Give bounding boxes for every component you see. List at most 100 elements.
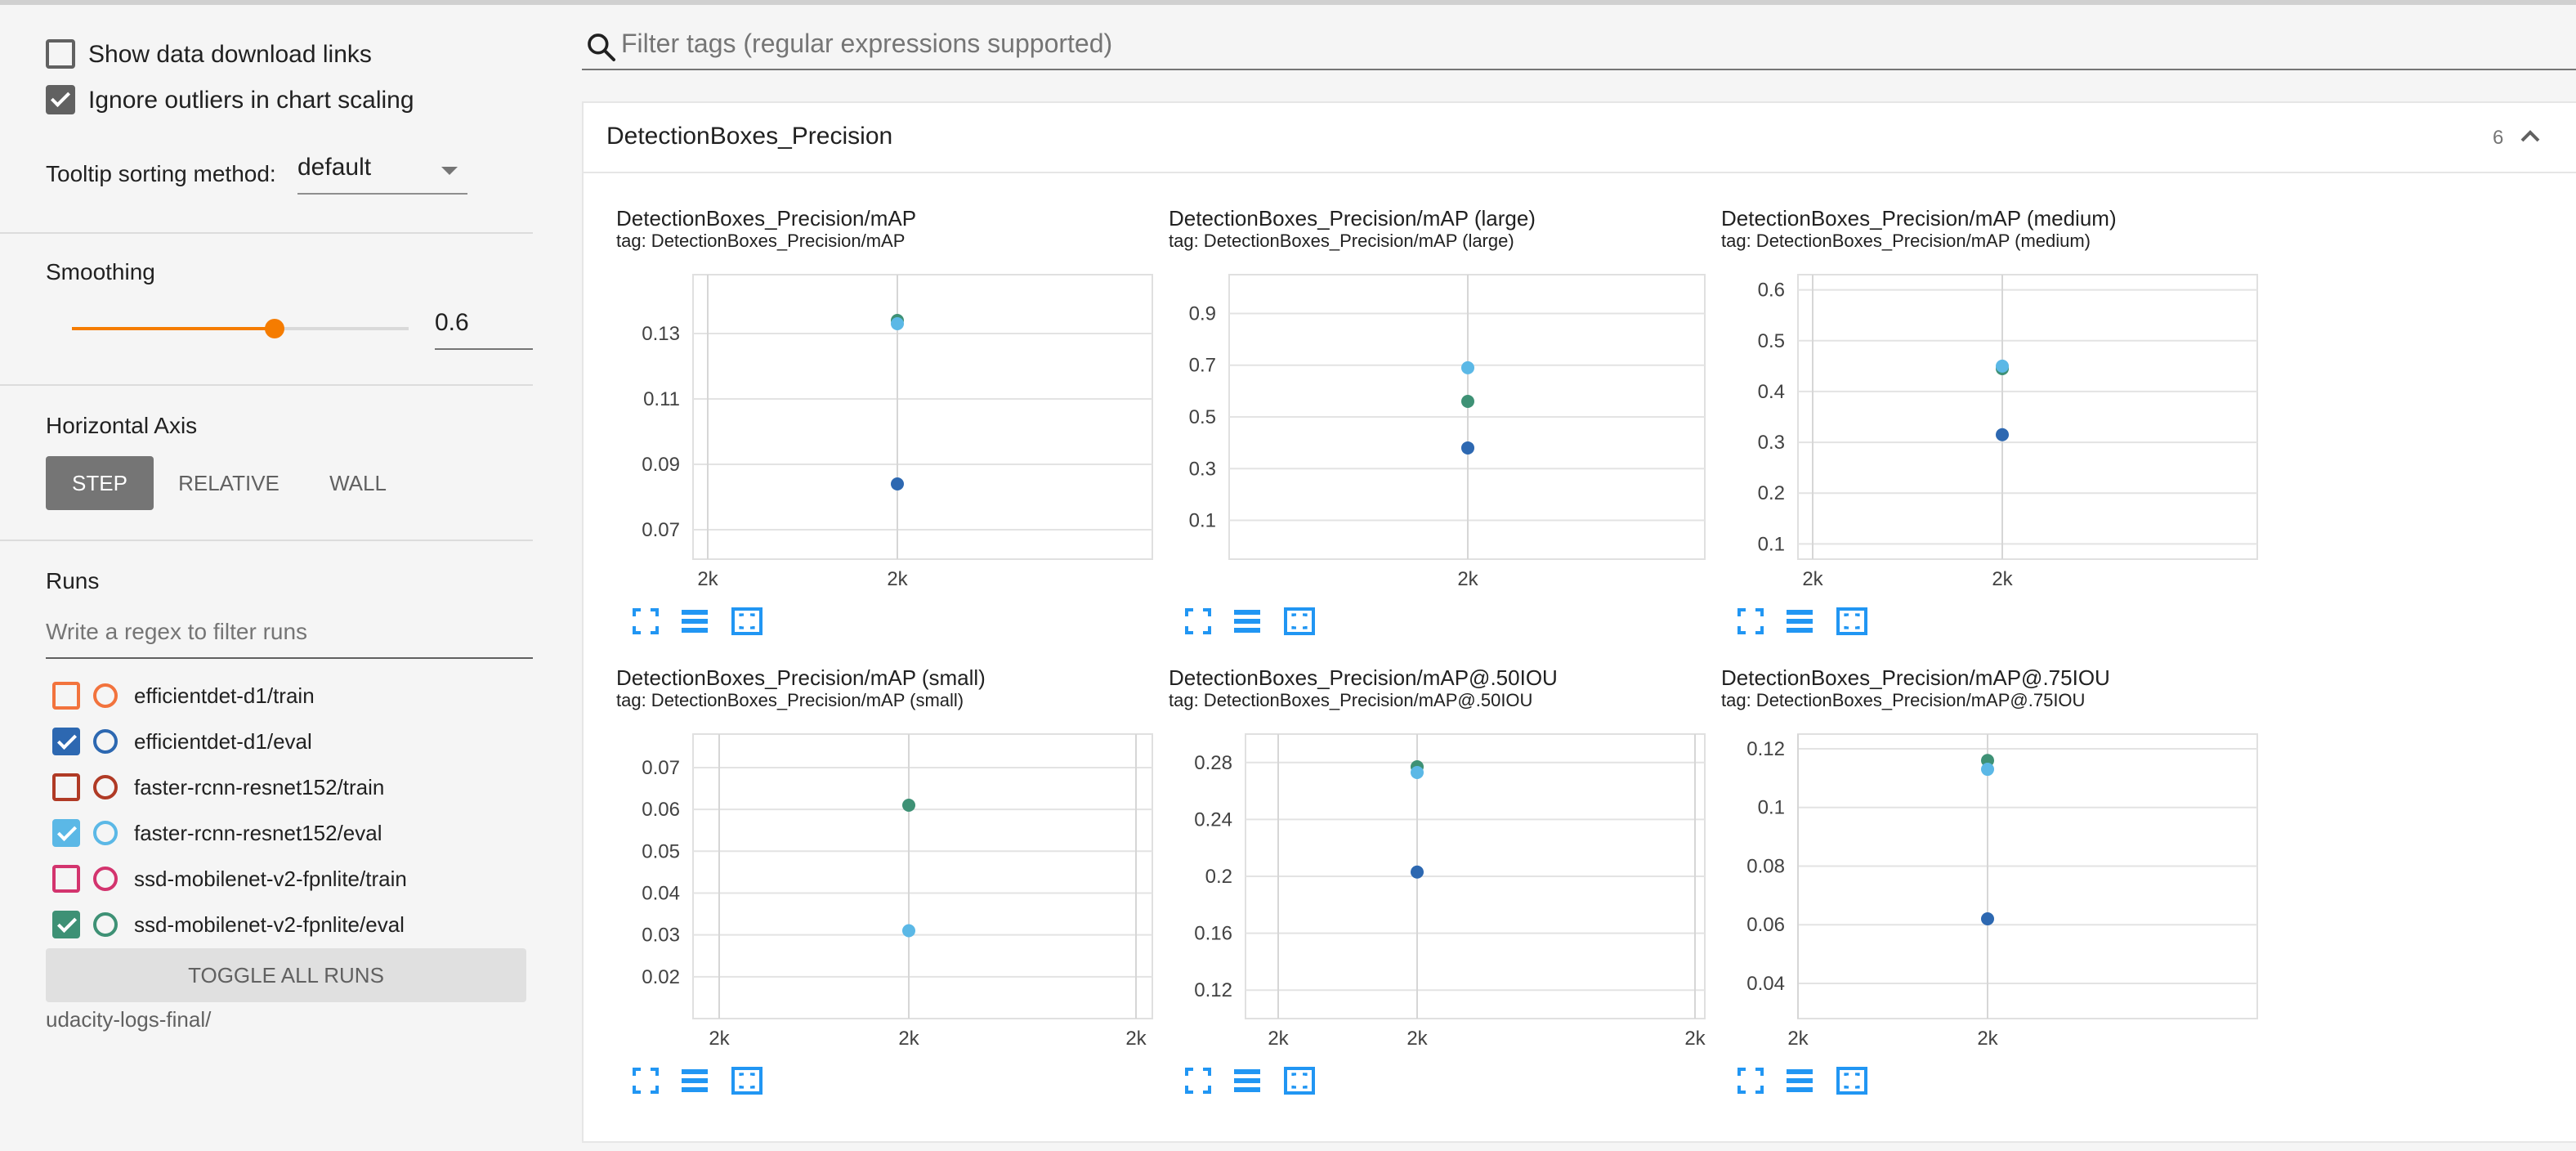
run-checkbox-checked-icon[interactable] xyxy=(52,910,80,938)
y-tick-label: 0.04 xyxy=(642,882,680,904)
axis-relative-button[interactable]: RELATIVE xyxy=(178,471,280,495)
y-tick-label: 0.03 xyxy=(642,925,680,947)
run-color-circle-icon[interactable] xyxy=(93,728,118,753)
fullscreen-icon[interactable] xyxy=(1734,1064,1767,1097)
run-item[interactable]: efficientdet-d1/eval xyxy=(52,724,312,757)
y-tick-label: 0.04 xyxy=(1746,973,1785,995)
y-tick-label: 0.6 xyxy=(1758,280,1785,302)
plot-frame xyxy=(692,274,1153,560)
chart-title: DetectionBoxes_Precision/mAP@.50IOU xyxy=(1169,665,1558,690)
fit-domain-icon[interactable] xyxy=(1283,605,1316,638)
fullscreen-icon[interactable] xyxy=(1182,605,1214,638)
data-point[interactable] xyxy=(1461,441,1474,455)
run-item[interactable]: ssd-mobilenet-v2-fpnlite/eval xyxy=(52,907,405,940)
run-item[interactable]: faster-rcnn-resnet152/eval xyxy=(52,816,382,849)
checkbox-checked-icon[interactable] xyxy=(46,85,75,114)
run-label: faster-rcnn-resnet152/train xyxy=(134,774,385,799)
y-tick-label: 0.5 xyxy=(1758,330,1785,352)
fit-domain-icon[interactable] xyxy=(1283,1064,1316,1097)
plot-frame xyxy=(1797,274,2258,560)
run-color-circle-icon[interactable] xyxy=(93,911,118,936)
smoothing-slider-knob[interactable] xyxy=(264,319,284,338)
sidebar-section-settings xyxy=(0,5,533,234)
chart-toolbar xyxy=(1182,605,1329,638)
scalar-chart[interactable]: 0.02 0.03 0.04 0.05 0.06 0.07 2k 2k 2k xyxy=(616,665,1156,1058)
axis-wall-button[interactable]: WALL xyxy=(329,471,387,495)
fit-domain-icon[interactable] xyxy=(731,605,763,638)
y-tick-label: 0.9 xyxy=(1189,302,1216,325)
data-table-icon[interactable] xyxy=(1231,605,1263,638)
scalar-chart[interactable]: 0.12 0.16 0.2 0.24 0.28 2k 2k 2k xyxy=(1169,665,1708,1058)
data-point[interactable] xyxy=(902,799,915,812)
scalar-chart[interactable]: 0.1 0.3 0.5 0.7 0.9 2k xyxy=(1169,206,1708,598)
data-point[interactable] xyxy=(1411,765,1424,779)
y-tick-label: 0.12 xyxy=(1746,738,1785,760)
run-checkbox-icon[interactable] xyxy=(52,681,80,709)
fit-domain-icon[interactable] xyxy=(731,1064,763,1097)
y-tick-label: 0.1 xyxy=(1758,533,1785,555)
run-color-circle-icon[interactable] xyxy=(93,820,118,844)
data-table-icon[interactable] xyxy=(1783,1064,1816,1097)
data-point[interactable] xyxy=(1411,865,1424,879)
y-tick-label: 0.3 xyxy=(1758,432,1785,454)
scalar-chart[interactable]: 0.07 0.09 0.11 0.13 2k 2k xyxy=(616,206,1156,598)
checkbox-icon[interactable] xyxy=(46,39,75,69)
data-point[interactable] xyxy=(902,924,915,938)
run-checkbox-icon[interactable] xyxy=(52,864,80,892)
data-table-icon[interactable] xyxy=(1783,605,1816,638)
scalar-chart[interactable]: 0.04 0.06 0.08 0.1 0.12 2k 2k xyxy=(1721,665,2261,1058)
data-table-icon[interactable] xyxy=(1231,1064,1263,1097)
run-item[interactable]: faster-rcnn-resnet152/train xyxy=(52,770,384,803)
fullscreen-icon[interactable] xyxy=(629,1064,662,1097)
axis-step-button[interactable]: STEP xyxy=(46,456,154,510)
data-point[interactable] xyxy=(891,477,904,490)
run-label: ssd-mobilenet-v2-fpnlite/eval xyxy=(134,911,405,936)
scalar-chart-card: 0.02 0.03 0.04 0.05 0.06 0.07 2k 2k 2k DetectionB… xyxy=(616,665,1156,1107)
data-point[interactable] xyxy=(1981,912,1994,926)
show-download-links-checkbox[interactable]: Show data download links xyxy=(46,38,372,70)
tag-filter-search[interactable]: Filter tags (regular expressions support… xyxy=(582,26,2576,70)
run-checkbox-icon[interactable] xyxy=(52,773,80,800)
ignore-outliers-checkbox[interactable]: Ignore outliers in chart scaling xyxy=(46,83,414,116)
fit-domain-icon[interactable] xyxy=(1836,1064,1868,1097)
smoothing-slider[interactable] xyxy=(72,319,409,338)
sidebar-section-smoothing xyxy=(0,232,533,386)
toggle-all-runs-button[interactable]: TOGGLE ALL RUNS xyxy=(46,948,526,1002)
y-tick-label: 0.07 xyxy=(642,519,680,541)
y-tick-label: 0.2 xyxy=(1758,482,1785,504)
fullscreen-icon[interactable] xyxy=(629,605,662,638)
run-label: ssd-mobilenet-v2-fpnlite/train xyxy=(134,866,407,890)
run-color-circle-icon[interactable] xyxy=(93,683,118,707)
sidebar-section-axis xyxy=(0,384,533,541)
chevron-up-icon[interactable] xyxy=(2519,126,2542,146)
data-point[interactable] xyxy=(1996,359,2009,373)
fit-domain-icon[interactable] xyxy=(1836,605,1868,638)
data-table-icon[interactable] xyxy=(678,605,711,638)
run-item[interactable]: efficientdet-d1/train xyxy=(52,679,315,711)
data-point[interactable] xyxy=(1461,395,1474,409)
runs-filter-input[interactable]: Write a regex to filter runs xyxy=(46,618,533,659)
x-tick-label: 2k xyxy=(1684,1028,1706,1050)
run-color-circle-icon[interactable] xyxy=(93,774,118,799)
data-table-icon[interactable] xyxy=(678,1064,711,1097)
tag-group-header[interactable]: DetectionBoxes_Precision 6 xyxy=(584,103,2576,173)
y-tick-label: 0.11 xyxy=(643,388,680,410)
data-point[interactable] xyxy=(891,317,904,330)
fullscreen-icon[interactable] xyxy=(1734,605,1767,638)
x-tick-label: 2k xyxy=(1992,568,2013,590)
smoothing-input[interactable]: 0.6 xyxy=(435,309,533,350)
chart-tag: tag: DetectionBoxes_Precision/mAP xyxy=(616,232,906,252)
run-color-circle-icon[interactable] xyxy=(93,866,118,890)
data-point[interactable] xyxy=(1461,361,1474,374)
scalar-chart[interactable]: 0.1 0.2 0.3 0.4 0.5 0.6 2k 2k xyxy=(1721,206,2261,598)
run-checkbox-checked-icon[interactable] xyxy=(52,818,80,846)
fullscreen-icon[interactable] xyxy=(1182,1064,1214,1097)
run-checkbox-checked-icon[interactable] xyxy=(52,727,80,755)
data-point[interactable] xyxy=(1981,763,1994,777)
chart-tag: tag: DetectionBoxes_Precision/mAP (small… xyxy=(616,692,964,711)
smoothing-slider-fill xyxy=(72,327,275,330)
tooltip-sorting-value: default xyxy=(297,154,372,181)
tooltip-sorting-select[interactable]: default xyxy=(297,154,467,195)
data-point[interactable] xyxy=(1996,428,2009,441)
run-item[interactable]: ssd-mobilenet-v2-fpnlite/train xyxy=(52,862,407,894)
